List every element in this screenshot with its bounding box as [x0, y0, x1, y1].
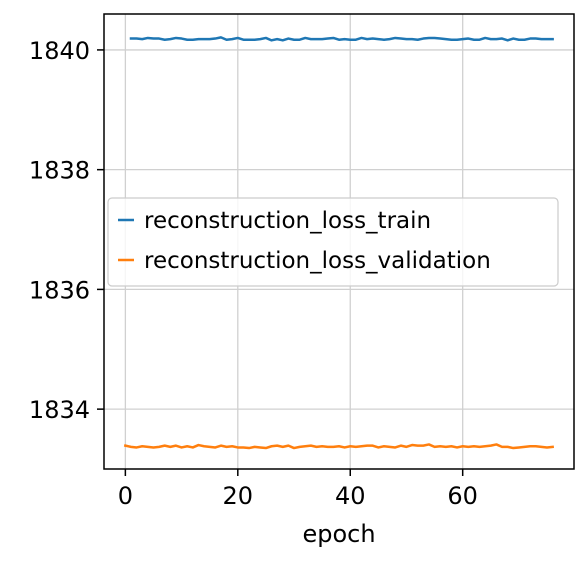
- y-tick-label: 1836: [29, 276, 90, 304]
- x-tick-label: 60: [447, 482, 478, 510]
- y-tick-label: 1834: [29, 396, 90, 424]
- legend-label-validation: reconstruction_loss_validation: [144, 248, 491, 274]
- x-tick-label: 0: [118, 482, 133, 510]
- plot-frame: [103, 13, 575, 470]
- x-tick-label: 40: [335, 482, 366, 510]
- axis-ticks: [97, 49, 464, 476]
- series-line-validation: [123, 443, 555, 450]
- y-tick-label: 1838: [29, 157, 90, 185]
- legend: reconstruction_loss_train reconstruction…: [107, 197, 559, 287]
- x-axis-label: epoch: [302, 520, 375, 548]
- legend-label-train: reconstruction_loss_train: [144, 208, 431, 234]
- x-tick-label: 20: [223, 482, 254, 510]
- legend-box: [107, 197, 559, 287]
- tick-labels: 0 20 40 60 1834 1836 1838 1840: [29, 37, 478, 510]
- y-tick-label: 1840: [29, 37, 90, 65]
- series-line-train: [129, 36, 554, 42]
- series-layer: [123, 36, 555, 450]
